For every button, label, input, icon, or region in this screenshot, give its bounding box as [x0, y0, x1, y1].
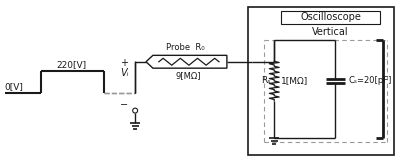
Text: 9[MΩ]: 9[MΩ] — [175, 71, 200, 80]
Text: 220[V]: 220[V] — [56, 60, 86, 69]
Text: 1[MΩ]: 1[MΩ] — [281, 76, 308, 85]
Text: −: − — [120, 100, 128, 110]
Text: Oscilloscope: Oscilloscope — [300, 12, 361, 22]
Text: Cₛ=20[pF]: Cₛ=20[pF] — [348, 76, 392, 85]
Text: Rₛ: Rₛ — [261, 76, 270, 85]
Text: +: + — [120, 58, 128, 68]
Text: 0[V]: 0[V] — [4, 82, 23, 91]
Bar — [281, 11, 380, 24]
Text: Vertical: Vertical — [312, 27, 349, 37]
Bar — [247, 7, 394, 155]
Text: Probe  R₀: Probe R₀ — [166, 43, 204, 52]
Text: Vᵢ: Vᵢ — [120, 68, 128, 78]
